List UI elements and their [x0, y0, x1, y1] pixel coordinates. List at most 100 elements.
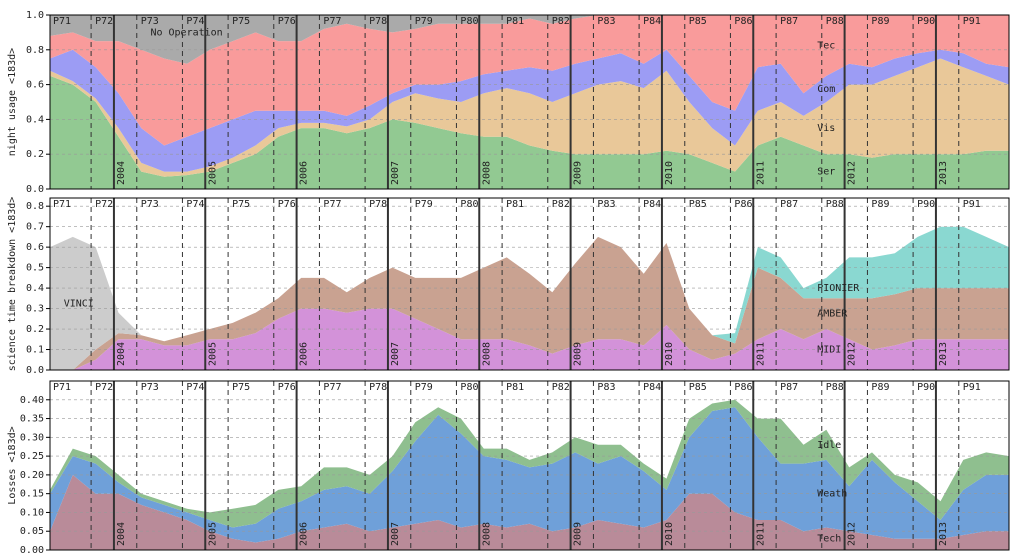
y-axis-label: science time breakdown <183d>	[7, 197, 18, 372]
period-label: P76	[278, 16, 296, 27]
y-tick-label: 0.7	[26, 222, 44, 233]
year-label: 2008	[481, 522, 492, 546]
y-tick-label: 0.8	[26, 45, 44, 56]
period-label: P89	[871, 382, 889, 393]
area	[50, 226, 1009, 370]
year-label: 2005	[207, 522, 218, 546]
period-label: P90	[917, 199, 935, 210]
period-label: P74	[186, 199, 204, 210]
frame	[49, 197, 1010, 371]
y-tick-label: 0.30	[20, 432, 44, 443]
year-label: 2013	[938, 342, 949, 366]
y-tick-label: 0.0	[26, 184, 44, 195]
y-tick-label: 0.5	[26, 263, 44, 274]
period-label: P82	[552, 199, 570, 210]
period-label: P86	[734, 16, 752, 27]
period-label: P91	[963, 16, 981, 27]
period-label: P78	[369, 382, 387, 393]
panel: 0.0 0.1 0.2 0.3 0.4 0.5 0.6 0.7 0.8 P71 P72 P73 P74 P…	[7, 197, 1010, 376]
period-label: P83	[597, 382, 615, 393]
y-tick-label: 0.25	[20, 451, 44, 462]
series-label: PIONIER	[817, 283, 860, 294]
period-label: P88	[826, 382, 844, 393]
series-label: Ser	[817, 167, 835, 178]
series-label: Idle	[817, 440, 841, 451]
period-label: P79	[415, 382, 433, 393]
period-label: P83	[597, 16, 615, 27]
y-tick-label: 0.05	[20, 526, 44, 537]
y-tick-label: 0.40	[20, 395, 44, 406]
area	[50, 58, 1009, 177]
y-tick-label: 1.0	[26, 10, 44, 21]
period-label: P84	[643, 199, 661, 210]
y-tick-label: 0.2	[26, 149, 44, 160]
period-label: P71	[53, 16, 71, 27]
year-label: 2011	[755, 342, 766, 366]
period-label: P84	[643, 382, 661, 393]
period-label: P81	[506, 199, 524, 210]
y-axis-label: night usage <183d>	[7, 48, 18, 156]
year-label: 2005	[207, 161, 218, 185]
y-tick-label: 0.0	[26, 365, 44, 376]
series-label: AMBER	[817, 309, 848, 320]
year-label: 2006	[299, 161, 310, 185]
y-tick-label: 0.35	[20, 414, 44, 425]
areas	[50, 226, 1009, 370]
period-label: P73	[141, 382, 159, 393]
period-label: P91	[963, 199, 981, 210]
period-label: P86	[734, 199, 752, 210]
period-label: P79	[415, 16, 433, 27]
y-axis-label: Losses <183d>	[7, 426, 18, 504]
year-label: 2004	[116, 342, 127, 366]
series-label: MIDI	[817, 345, 841, 356]
year-label: 2010	[664, 522, 675, 546]
period-label: P89	[871, 16, 889, 27]
period-label: P79	[415, 199, 433, 210]
y-tick-label: 0.15	[20, 489, 44, 500]
period-label: P81	[506, 16, 524, 27]
period-label: P73	[141, 199, 159, 210]
y-tick-label: 0.00	[20, 545, 44, 554]
period-label: P87	[780, 199, 798, 210]
period-label: P76	[278, 199, 296, 210]
period-label: P89	[871, 199, 889, 210]
period-label: P80	[460, 199, 478, 210]
period-label: P76	[278, 382, 296, 393]
year-label: 2009	[573, 522, 584, 546]
period-label: P85	[689, 199, 707, 210]
areas	[50, 399, 1009, 550]
year-label: 2011	[755, 522, 766, 546]
area	[50, 399, 1009, 528]
year-label: 2010	[664, 342, 675, 366]
period-label: P72	[95, 382, 113, 393]
year-label: 2012	[847, 342, 858, 366]
period-label: P88	[826, 199, 844, 210]
area	[50, 49, 1009, 172]
year-label: 2005	[207, 342, 218, 366]
y-tick-label: 0.10	[20, 507, 44, 518]
year-label: 2004	[116, 522, 127, 546]
period-label: P82	[552, 16, 570, 27]
period-label: P87	[780, 382, 798, 393]
period-label: P82	[552, 382, 570, 393]
series-label: Com	[817, 84, 835, 95]
period-label: P74	[186, 16, 204, 27]
period-label: P75	[232, 382, 250, 393]
year-label: 2006	[299, 342, 310, 366]
series-label: Tech	[817, 534, 841, 545]
period-label: P77	[323, 16, 341, 27]
year-label: 2008	[481, 161, 492, 185]
period-label: P77	[323, 382, 341, 393]
year-label: 2013	[938, 522, 949, 546]
year-label: 2006	[299, 522, 310, 546]
year-label: 2004	[116, 161, 127, 185]
series-label: VINCI	[64, 298, 94, 309]
area	[50, 474, 1009, 550]
area	[50, 75, 1009, 189]
area	[50, 15, 1009, 64]
year-label: 2012	[847, 161, 858, 185]
y-tick-label: 0.6	[26, 80, 44, 91]
period-label: P80	[460, 16, 478, 27]
series-label: No Operation	[150, 27, 222, 38]
y-tick-label: 0.8	[26, 201, 44, 212]
